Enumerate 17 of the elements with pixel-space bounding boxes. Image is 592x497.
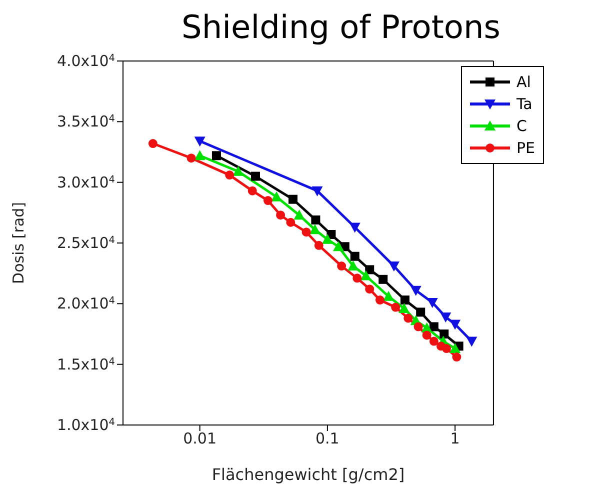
y-tick-label: 1.0x10$^{4}$ — [56, 416, 115, 434]
y-tick-label: 4.0x10$^{4}$ — [56, 52, 115, 70]
y-tick-label: 1.5x10$^{4}$ — [56, 355, 115, 374]
legend-label: C — [516, 117, 527, 135]
legend-label: PE — [516, 139, 535, 157]
x-tick-label: 0.01 — [183, 430, 217, 448]
y-tick-label: 3.0x10$^{4}$ — [56, 173, 115, 192]
y-axis-title: Dosis [rad] — [9, 202, 28, 284]
x-tick-label: 0.1 — [316, 430, 340, 448]
legend-label: Al — [516, 73, 531, 91]
x-tick-label: 1 — [450, 430, 460, 448]
y-tick-label: 3.5x10$^{4}$ — [56, 112, 115, 131]
x-axis-title: Flächengewicht [g/cm2] — [212, 465, 405, 484]
y-tick-label: 2.5x10$^{4}$ — [56, 234, 115, 252]
legend-label: Ta — [516, 95, 532, 113]
chart-title: Shielding of Protons — [180, 8, 502, 46]
y-tick-label: 2.0x10$^{4}$ — [56, 294, 115, 313]
